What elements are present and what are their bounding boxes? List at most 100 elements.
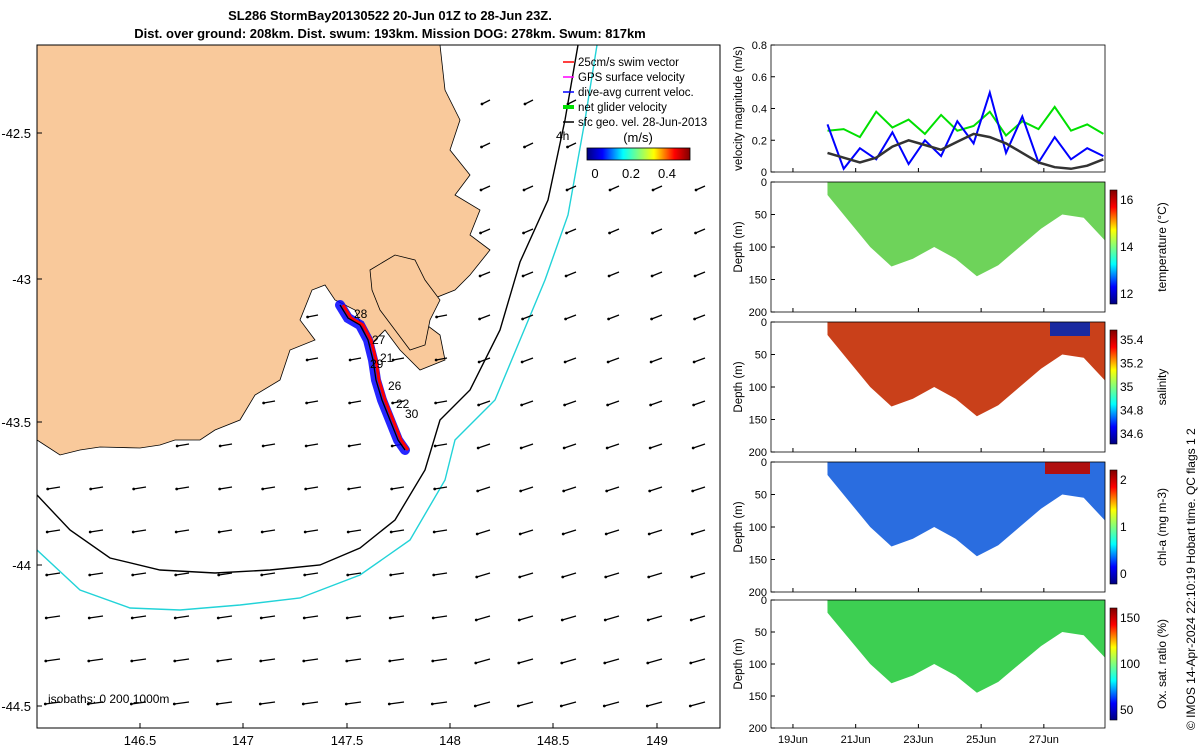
velocity-y-tick: 0.6 <box>752 72 767 84</box>
depth-tick: 150 <box>749 691 767 703</box>
map-y-tick-label: -44.5 <box>1 699 31 714</box>
depth-tick: 0 <box>761 457 767 469</box>
time-tick-label: 19Jun <box>778 734 808 746</box>
map-x-tick-label: 148.5 <box>537 733 570 748</box>
panel-4: 0 50 100 150 200 Depth (m) 50 100 150 Ox. sat. ra… <box>733 595 1169 746</box>
salinity-surface-low <box>1050 322 1090 336</box>
colorbar-tick: 34.6 <box>1120 427 1144 441</box>
velocity-series-line <box>827 105 1104 139</box>
map-y-tick-label: -42.5 <box>1 126 31 141</box>
depth-tick: 150 <box>749 415 767 427</box>
depth-tick: 50 <box>755 490 767 502</box>
map-y-tick-label: -43.5 <box>1 415 31 430</box>
depth-label: Depth (m) <box>733 221 745 272</box>
map-y-ticks: -42.5 -43 -43.5 -44 -44.5 <box>1 126 42 714</box>
interval-label: 4h <box>556 129 569 143</box>
plot-subtitle: Dist. over ground: 208km. Dist. swum: 19… <box>134 26 646 41</box>
map-x-tick-label: 147.5 <box>331 733 364 748</box>
colorbar-tick: 35 <box>1120 380 1134 394</box>
time-series-panels: 0 0.2 0.4 0.6 0.8 velocity magnitude (m/s) 0 50… <box>733 40 1169 746</box>
track-day-label: 26 <box>388 379 402 393</box>
colorbar-label: Ox. sat. ratio (%) <box>1155 619 1169 709</box>
depth-tick: 0 <box>761 177 767 189</box>
map-x-tick-label: 147 <box>232 733 254 748</box>
depth-tick: 100 <box>749 522 767 534</box>
colorbar-label: chl-a (mg m-3) <box>1155 488 1169 566</box>
map-y-tick-label: -44 <box>12 558 31 573</box>
legend-entry: sfc geo. vel. 28-Jun-2013 <box>578 117 707 129</box>
map-x-tick-label: 146.5 <box>124 733 157 748</box>
map-x-ticks: 146.5 147 147.5 148 148.5 149 <box>124 723 668 748</box>
colorbar-tick: 12 <box>1120 287 1134 301</box>
depth-tick: 200 <box>749 447 767 459</box>
depth-tick: 200 <box>749 587 767 599</box>
panel-0: 0 0.2 0.4 0.6 0.8 velocity magnitude (m/s) <box>733 40 1106 179</box>
isobath-1000m <box>37 45 598 611</box>
track-day-label: 22 <box>396 397 410 411</box>
depth-tick: 0 <box>761 317 767 329</box>
colorbar-tick: 0 <box>1120 567 1127 581</box>
map-legend: 25cm/s swim vector GPS surface velocity di… <box>563 57 707 129</box>
depth-tick: 200 <box>749 723 767 735</box>
velocity-y-tick: 0.2 <box>752 135 767 147</box>
depth-tick: 0 <box>761 595 767 607</box>
velocity-series-line <box>827 132 1104 171</box>
colorbar-tick: 2 <box>1120 473 1127 487</box>
map-y-tick-label: -43 <box>12 272 31 287</box>
colorbar-tick: 50 <box>1120 703 1134 717</box>
section-colorbar <box>1109 189 1118 305</box>
map-x-tick-label: 149 <box>646 733 668 748</box>
colorbar-tick: 35.4 <box>1120 333 1144 347</box>
section-colorbar <box>1109 607 1118 721</box>
time-tick-label: 27Jun <box>1029 734 1059 746</box>
panel-2: 0 50 100 150 200 Depth (m) 34.6 34.8 35 35.2 35.4 s… <box>733 317 1169 459</box>
colorbar-title: (m/s) <box>623 130 653 145</box>
depth-tick: 50 <box>755 210 767 222</box>
track-day-label: 28 <box>354 307 368 321</box>
depth-label: Depth (m) <box>733 501 745 552</box>
isobath-label: isobaths: 0 200 1000m <box>48 692 169 706</box>
depth-tick: 150 <box>749 555 767 567</box>
track-day-label: 27 <box>372 333 386 347</box>
velocity-y-tick: 0 <box>761 167 767 179</box>
panel-1: 0 50 100 150 200 Depth (m) 12 14 16 temperature (… <box>733 177 1169 319</box>
colorbar-tick: 16 <box>1120 193 1134 207</box>
colorbar-tick: 100 <box>1120 657 1140 671</box>
section-colorbar <box>1109 329 1118 445</box>
depth-tick: 100 <box>749 659 767 671</box>
track-day-label: 29 <box>370 357 384 371</box>
colorbar-tick-label: 0.4 <box>658 166 676 181</box>
map-x-tick-label: 148 <box>439 733 461 748</box>
depth-label: Depth (m) <box>733 361 745 412</box>
section-colorbar <box>1109 469 1118 585</box>
colorbar-tick: 35.2 <box>1120 357 1144 371</box>
speed-colorbar: (m/s) 0 0.2 0.4 <box>586 130 691 181</box>
colorbar-tick: 14 <box>1120 240 1134 254</box>
colorbar-tick-label: 0.2 <box>622 166 640 181</box>
track-day-label: 21 <box>380 351 394 365</box>
section-field <box>827 600 1105 693</box>
depth-tick: 100 <box>749 382 767 394</box>
isobath-200m <box>37 45 579 574</box>
colorbar-tick: 34.8 <box>1120 404 1144 418</box>
section-field <box>827 322 1105 417</box>
depth-tick: 100 <box>749 242 767 254</box>
velocity-y-label: velocity magnitude (m/s) <box>733 46 745 171</box>
depth-tick: 50 <box>755 627 767 639</box>
legend-entry: net glider velocity <box>578 102 667 114</box>
legend-entry: 25cm/s swim vector <box>578 57 679 69</box>
colorbar-label: temperature (°C) <box>1155 202 1169 292</box>
time-tick-label: 21Jun <box>841 734 871 746</box>
depth-tick: 150 <box>749 275 767 287</box>
map-frame <box>36 44 721 729</box>
time-tick-label: 23Jun <box>903 734 933 746</box>
footer-text: © IMOS 14-Apr-2024 22:10:19 Hobart time.… <box>1184 428 1198 730</box>
plot-title: SL286 StormBay20130522 20-Jun 01Z to 28-… <box>228 8 552 23</box>
depth-tick: 50 <box>755 350 767 362</box>
depth-label: Depth (m) <box>733 638 745 689</box>
colorbar-tick: 1 <box>1120 520 1127 534</box>
panel-3: 0 50 100 150 200 Depth (m) 0 1 2 chl-a (mg m-3) <box>733 457 1169 599</box>
legend-entry: dive-avg current veloc. <box>578 87 694 99</box>
section-field <box>827 462 1105 557</box>
